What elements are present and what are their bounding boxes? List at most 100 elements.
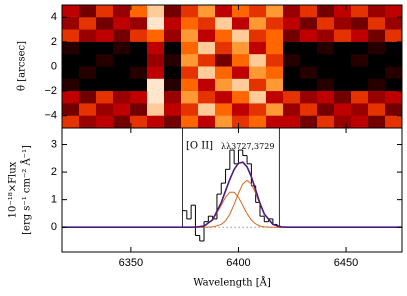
heatmap-cell: [351, 54, 369, 67]
heatmap-cell: [368, 29, 386, 43]
heatmap-cell: [198, 103, 216, 116]
heatmap-cell: [147, 41, 165, 55]
heatmap-cell: [249, 66, 267, 80]
heatmap-cell: [147, 17, 165, 30]
heatmap-cell: [130, 5, 148, 18]
heatmap-cell: [62, 29, 80, 43]
heatmap-cell: [368, 54, 386, 67]
heatmap-cell: [62, 17, 80, 30]
heatmap-cell: [249, 17, 267, 30]
heatmap-cell: [385, 115, 403, 129]
heatmap-cell: [96, 54, 114, 67]
heatmap-cell: [164, 29, 182, 43]
model-line: [62, 179, 402, 228]
heatmap-cell: [300, 41, 318, 55]
heatmap-cell: [164, 66, 182, 80]
heatmap-cell: [300, 78, 318, 92]
heatmap-cell: [181, 91, 199, 104]
heatmap-cell: [334, 115, 352, 129]
heatmap-cell: [96, 103, 114, 116]
heatmap-cell: [164, 54, 182, 67]
heatmap-cell: [232, 91, 250, 104]
heatmap-cell: [79, 17, 97, 30]
heatmap-cell: [62, 66, 80, 80]
heatmap-cell: [62, 41, 80, 55]
heatmap-cell: [62, 54, 80, 67]
heatmap-cell: [181, 17, 199, 30]
heatmap-cell: [181, 5, 199, 18]
heatmap-cell: [198, 78, 216, 92]
heatmap-cell: [147, 115, 165, 129]
heatmap-cell: [164, 78, 182, 92]
heatmap-cell: [351, 29, 369, 43]
y-tick-label: 3: [51, 138, 57, 150]
heatmap-cell: [249, 78, 267, 92]
y-tick-label: −2: [44, 85, 57, 97]
y-axis-label: 10⁻¹⁸×Flux: [8, 161, 19, 218]
heatmap-cell: [130, 115, 148, 129]
heatmap-cell: [283, 5, 301, 18]
heatmap-cell: [215, 103, 233, 116]
heatmap-cell: [164, 115, 182, 129]
heatmap-cell: [283, 78, 301, 92]
heatmap-cell: [147, 103, 165, 116]
heatmap-cell: [147, 54, 165, 67]
heatmap-cell: [215, 17, 233, 30]
heatmap-cell: [164, 41, 182, 55]
heatmap-cell: [300, 103, 318, 116]
heatmap-cell: [300, 5, 318, 18]
heatmap-cell: [317, 78, 335, 92]
heatmap-cell: [300, 29, 318, 43]
heatmap-cell: [334, 41, 352, 55]
heatmap-cell: [266, 78, 284, 92]
heatmap-cell: [351, 66, 369, 80]
heatmap-cell: [232, 54, 250, 67]
heatmap-cell: [385, 91, 403, 104]
heatmap-cell: [181, 78, 199, 92]
heatmap-cell: [317, 91, 335, 104]
heatmap-cell: [385, 17, 403, 30]
heatmap-cell: [113, 17, 131, 30]
annotation: [O II]: [186, 141, 213, 152]
heatmap-cell: [266, 115, 284, 129]
heatmap-cell: [147, 66, 165, 80]
heatmap-cell: [62, 103, 80, 116]
heatmap-cell: [300, 66, 318, 80]
heatmap-cell: [96, 5, 114, 18]
y-tick-label: −4: [44, 110, 57, 122]
heatmap-cell: [266, 41, 284, 55]
heatmap-cell: [147, 78, 165, 92]
heatmap-cell: [266, 91, 284, 104]
heatmap-cell: [385, 41, 403, 55]
heatmap-cell: [266, 17, 284, 30]
heatmap-cell: [300, 54, 318, 67]
heatmap-cell: [198, 5, 216, 18]
heatmap-cell: [351, 5, 369, 18]
heatmap-cell: [317, 103, 335, 116]
heatmap-cell: [368, 103, 386, 116]
heatmap-cell: [130, 66, 148, 80]
heatmap-cell: [215, 78, 233, 92]
heatmap-cell: [181, 103, 199, 116]
heatmap-cell: [385, 29, 403, 43]
heatmap-cell: [385, 78, 403, 92]
heatmap-cell: [368, 41, 386, 55]
heatmap-cell: [62, 115, 80, 129]
heatmap-cell: [232, 66, 250, 80]
heatmap-cell: [198, 41, 216, 55]
heatmap-cell: [215, 5, 233, 18]
heatmap-cell: [232, 103, 250, 116]
heatmap-cell: [79, 5, 97, 18]
y-axis-label: [erg s⁻¹ cm⁻² Å⁻¹]: [21, 145, 33, 235]
heatmap-cell: [385, 5, 403, 18]
heatmap-cell: [334, 17, 352, 30]
heatmap-cell: [266, 54, 284, 67]
heatmap-cell: [113, 115, 131, 129]
heatmap-cell: [62, 78, 80, 92]
heatmap-cell: [232, 41, 250, 55]
heatmap-cell: [351, 41, 369, 55]
heatmap-cell: [283, 17, 301, 30]
heatmap-cell: [368, 78, 386, 92]
heatmap-cell: [130, 78, 148, 92]
heatmap-cell: [96, 91, 114, 104]
